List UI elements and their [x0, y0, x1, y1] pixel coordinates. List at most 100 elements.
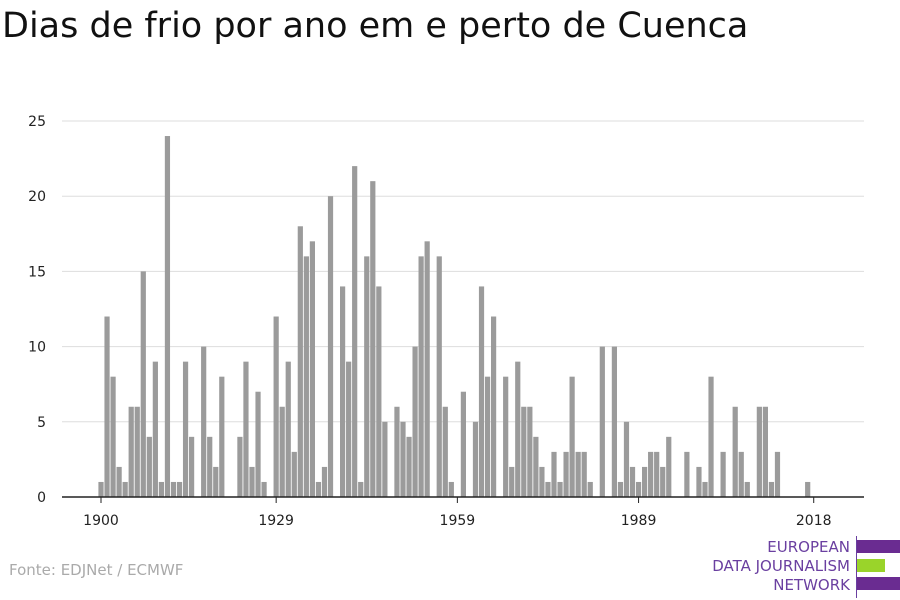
bar-1942 [352, 166, 358, 497]
logo-bar-1 [857, 540, 900, 553]
bar-1913 [176, 481, 183, 497]
bar-1909 [152, 361, 158, 497]
bar-1905 [128, 406, 134, 497]
bar-1924 [243, 361, 249, 497]
bar-1977 [563, 451, 569, 497]
bar-1979 [575, 451, 581, 497]
bar-1907 [140, 271, 146, 497]
bar-1938 [327, 196, 334, 497]
bar-1956 [436, 256, 442, 497]
bars [98, 136, 811, 498]
logo-line-3: NETWORK [773, 576, 850, 594]
bar-2017 [805, 481, 811, 497]
bar-1930 [279, 406, 285, 497]
bar-1931 [285, 361, 291, 497]
bar-1935 [309, 241, 315, 497]
bar-1990 [642, 466, 648, 497]
logo-divider [856, 536, 857, 598]
bar-1994 [666, 436, 672, 497]
bar-1960 [460, 391, 466, 497]
bar-1980 [581, 451, 587, 497]
bar-1957 [442, 406, 448, 497]
x-tick-label: 2018 [796, 513, 832, 529]
bar-1952 [412, 346, 418, 497]
logo-bar-3 [857, 577, 900, 590]
y-axis-ticks: 0 5 10 15 20 25 [28, 114, 46, 506]
bar-1915 [189, 436, 195, 497]
logo-bar-2 [857, 559, 885, 572]
bar-1953 [418, 256, 424, 497]
bar-2009 [756, 406, 762, 497]
bar-1986 [617, 481, 624, 497]
bar-1906 [134, 406, 140, 497]
bar-1941 [346, 361, 352, 497]
bar-1969 [515, 361, 521, 497]
bar-1910 [158, 481, 164, 497]
bar-2003 [720, 451, 726, 497]
bar-1999 [696, 466, 702, 497]
bar-1911 [164, 136, 171, 498]
bar-1967 [503, 376, 509, 497]
bar-1929 [273, 316, 279, 497]
bar-2007 [744, 481, 750, 497]
bar-1997 [684, 451, 690, 497]
y-tick-label: 15 [28, 264, 46, 280]
bar-1950 [400, 421, 406, 497]
x-axis-ticks: 1900 1929 1959 1989 2018 [83, 497, 832, 529]
bar-1964 [484, 376, 491, 497]
y-tick-label: 10 [28, 340, 46, 356]
bar-1945 [370, 181, 376, 497]
logo-line-2: DATA JOURNALISM [712, 557, 850, 575]
bar-1973 [539, 466, 545, 497]
bar-1972 [533, 436, 539, 497]
bar-2011 [768, 481, 775, 497]
bar-1991 [648, 451, 654, 497]
bar-1954 [424, 241, 430, 497]
bar-1908 [146, 436, 152, 497]
bar-1958 [448, 481, 454, 497]
bar-1936 [315, 481, 322, 497]
bar-1983 [599, 346, 605, 497]
chart-title: Dias de frio por ano em e perto de Cuenc… [2, 6, 749, 46]
bar-1914 [182, 361, 189, 497]
gridlines [62, 120, 864, 423]
bar-1943 [358, 481, 364, 497]
bar-1947 [382, 421, 388, 497]
bar-1985 [611, 346, 617, 497]
bar-1987 [623, 421, 630, 497]
bar-1925 [249, 466, 255, 497]
bar-1912 [170, 481, 177, 497]
x-tick-label: 1929 [258, 513, 294, 529]
bar-1934 [303, 256, 309, 497]
bar-1988 [629, 466, 636, 497]
bar-1917 [201, 346, 207, 497]
bar-1970 [521, 406, 527, 497]
bar-1978 [569, 376, 575, 497]
bar-1971 [527, 406, 533, 497]
bar-1901 [104, 316, 110, 497]
bar-1951 [406, 436, 412, 497]
x-tick-label: 1959 [440, 513, 476, 529]
bar-2006 [738, 451, 744, 497]
bar-1992 [654, 451, 660, 497]
bar-1902 [110, 376, 116, 497]
bar-1903 [116, 466, 122, 497]
bar-2010 [762, 406, 768, 497]
bar-1904 [122, 481, 128, 497]
bar-1993 [660, 466, 666, 497]
bar-1918 [207, 436, 213, 497]
bar-1932 [291, 451, 297, 497]
bar-1949 [394, 406, 400, 497]
bar-1927 [261, 481, 267, 497]
bar-1944 [364, 256, 370, 497]
bar-1975 [551, 451, 557, 497]
x-tick-label: 1900 [83, 513, 119, 529]
bar-1965 [491, 316, 497, 497]
bar-1962 [472, 421, 479, 497]
bar-1919 [213, 466, 219, 497]
bar-1976 [557, 481, 563, 497]
bar-2000 [702, 481, 708, 497]
edjnet-logo: EUROPEAN DATA JOURNALISM NETWORK [700, 536, 900, 598]
bar-2001 [708, 376, 714, 497]
